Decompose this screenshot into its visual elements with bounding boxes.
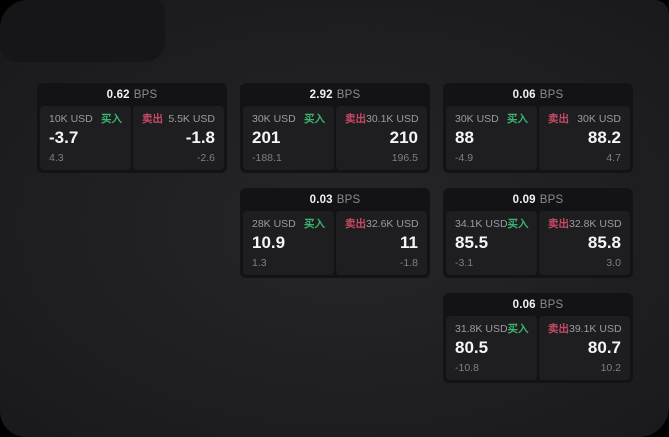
sell-panel[interactable]: 卖出 5.5K USD -1.8 -2.6 <box>133 106 224 170</box>
sell-amount: 5.5K USD <box>168 113 215 125</box>
buy-panel[interactable]: 10K USD 买入 -3.7 4.3 <box>40 106 131 170</box>
bps-header: 0.06 BPS <box>443 83 633 106</box>
sell-delta: 196.5 <box>391 152 418 164</box>
sell-amount: 32.6K USD <box>366 218 419 230</box>
sell-delta: -2.6 <box>196 152 215 164</box>
sell-amount: 30K USD <box>577 113 621 125</box>
bps-unit-label: BPS <box>539 88 564 101</box>
sell-panel[interactable]: 卖出 30K USD 88.2 4.7 <box>539 106 630 170</box>
buy-delta: 1.3 <box>252 257 267 269</box>
quote-card: 0.06 BPS 31.8K USD 买入 80.5 -10.8 卖出 39.1… <box>443 293 633 383</box>
bps-unit-label: BPS <box>336 88 361 101</box>
buy-panel[interactable]: 30K USD 买入 201 -188.1 <box>243 106 334 170</box>
bps-value: 0.06 <box>512 88 536 101</box>
quote-card: 0.03 BPS 28K USD 买入 10.9 1.3 卖出 32.6K US… <box>240 188 430 278</box>
sell-side-label: 卖出 <box>345 218 366 230</box>
buy-delta: 4.3 <box>49 152 64 164</box>
sell-delta: -1.8 <box>399 257 418 269</box>
bps-unit-label: BPS <box>133 88 158 101</box>
buy-panel[interactable]: 30K USD 买入 88 -4.9 <box>446 106 537 170</box>
sell-price: 88.2 <box>587 128 621 147</box>
buy-panel[interactable]: 34.1K USD 买入 85.5 -3.1 <box>446 211 537 275</box>
sell-price: 80.7 <box>587 338 621 357</box>
sell-amount: 30.1K USD <box>366 113 419 125</box>
bps-unit-label: BPS <box>539 193 564 206</box>
sell-panel[interactable]: 卖出 30.1K USD 210 196.5 <box>336 106 427 170</box>
buy-delta: -4.9 <box>455 152 474 164</box>
sell-price: 210 <box>389 128 418 147</box>
buy-panel[interactable]: 31.8K USD 买入 80.5 -10.8 <box>446 316 537 380</box>
buy-side-label: 买入 <box>507 113 528 125</box>
buy-amount: 30K USD <box>455 113 499 125</box>
sell-side-label: 卖出 <box>142 113 163 125</box>
buy-price: 85.5 <box>455 233 489 252</box>
buy-delta: -3.1 <box>455 257 474 269</box>
quote-card: 0.62 BPS 10K USD 买入 -3.7 4.3 卖出 5.5K USD <box>37 83 227 173</box>
bps-header: 2.92 BPS <box>240 83 430 106</box>
buy-amount: 31.8K USD <box>455 323 508 335</box>
sell-panel[interactable]: 卖出 32.6K USD 11 -1.8 <box>336 211 427 275</box>
bps-header: 0.03 BPS <box>240 188 430 211</box>
sell-panel[interactable]: 卖出 39.1K USD 80.7 10.2 <box>539 316 630 380</box>
sell-price: -1.8 <box>185 128 215 147</box>
quote-card: 0.09 BPS 34.1K USD 买入 85.5 -3.1 卖出 32.8K… <box>443 188 633 278</box>
bps-unit-label: BPS <box>336 193 361 206</box>
sell-side-label: 卖出 <box>548 323 569 335</box>
buy-delta: -188.1 <box>252 152 282 164</box>
sell-amount: 32.8K USD <box>569 218 622 230</box>
buy-side-label: 买入 <box>304 113 325 125</box>
buy-price: 10.9 <box>252 233 286 252</box>
buy-side-label: 买入 <box>304 218 325 230</box>
buy-side-label: 买入 <box>507 218 529 230</box>
sell-side-label: 卖出 <box>548 113 569 125</box>
sell-delta: 3.0 <box>606 257 621 269</box>
sell-price: 11 <box>400 233 418 252</box>
sell-panel[interactable]: 卖出 32.8K USD 85.8 3.0 <box>539 211 630 275</box>
sell-delta: 10.2 <box>600 362 621 374</box>
buy-side-label: 买入 <box>101 113 122 125</box>
bps-value: 0.09 <box>512 193 536 206</box>
bps-header: 0.09 BPS <box>443 188 633 211</box>
buy-amount: 10K USD <box>49 113 93 125</box>
buy-delta: -10.8 <box>455 362 479 374</box>
sell-amount: 39.1K USD <box>569 323 622 335</box>
bps-value: 2.92 <box>309 88 333 101</box>
bps-value: 0.62 <box>106 88 130 101</box>
bps-unit-label: BPS <box>539 298 564 311</box>
buy-amount: 30K USD <box>252 113 296 125</box>
buy-side-label: 买入 <box>507 323 529 335</box>
buy-price: 88 <box>455 128 474 147</box>
bps-value: 0.06 <box>512 298 536 311</box>
sell-price: 85.8 <box>587 233 621 252</box>
bps-value: 0.03 <box>309 193 333 206</box>
bps-header: 0.06 BPS <box>443 293 633 316</box>
quote-card: 2.92 BPS 30K USD 买入 201 -188.1 卖出 30.1K … <box>240 83 430 173</box>
sell-side-label: 卖出 <box>548 218 569 230</box>
buy-amount: 28K USD <box>252 218 296 230</box>
quote-card-grid: 0.62 BPS 10K USD 买入 -3.7 4.3 卖出 5.5K USD <box>37 83 633 383</box>
bps-header: 0.62 BPS <box>37 83 227 106</box>
buy-price: 201 <box>252 128 281 147</box>
quote-card: 0.06 BPS 30K USD 买入 88 -4.9 卖出 30K USD <box>443 83 633 173</box>
corner-panel <box>0 0 165 62</box>
buy-amount: 34.1K USD <box>455 218 508 230</box>
buy-price: 80.5 <box>455 338 489 357</box>
buy-price: -3.7 <box>49 128 79 147</box>
sell-delta: 4.7 <box>606 152 621 164</box>
sell-side-label: 卖出 <box>345 113 366 125</box>
buy-panel[interactable]: 28K USD 买入 10.9 1.3 <box>243 211 334 275</box>
